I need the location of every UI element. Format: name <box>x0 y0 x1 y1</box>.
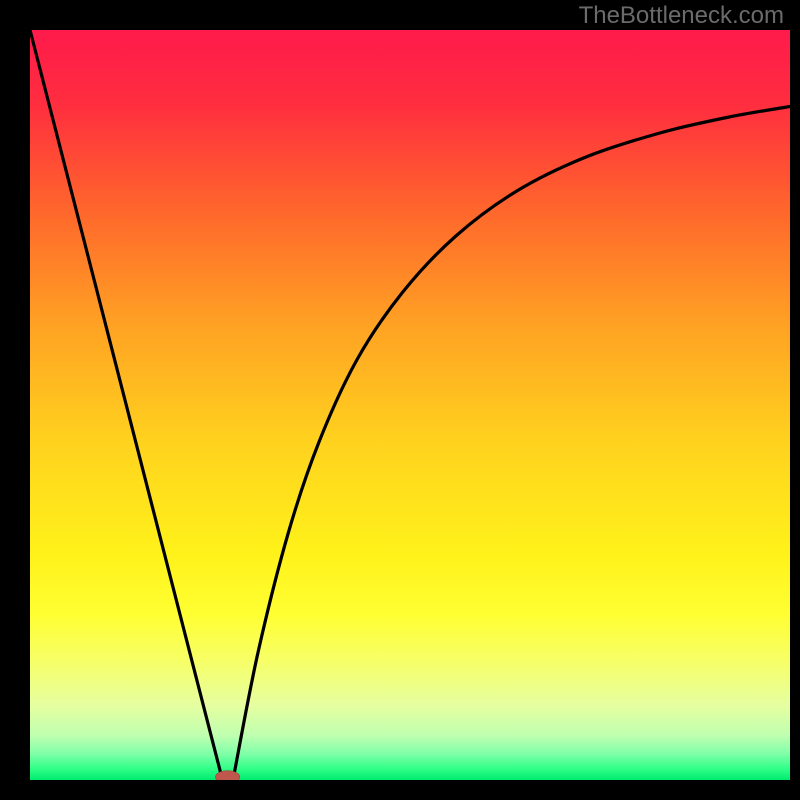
watermark: TheBottleneck.com <box>579 2 784 30</box>
bottleneck-curve <box>30 30 790 780</box>
plot-area <box>30 30 790 780</box>
curve-left-branch <box>30 30 222 776</box>
curve-right-branch <box>234 107 790 777</box>
